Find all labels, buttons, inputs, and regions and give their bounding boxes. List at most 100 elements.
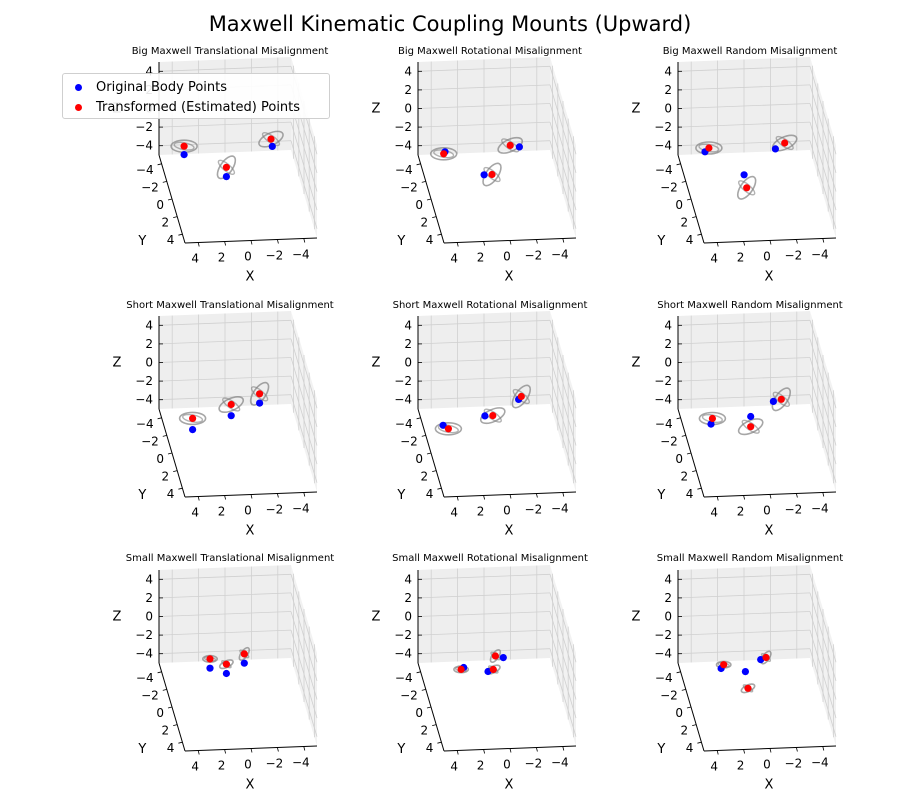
y-tick-label: 4 bbox=[426, 487, 434, 501]
x-tick bbox=[250, 494, 253, 499]
x-tick bbox=[716, 496, 719, 501]
z-tick-label: −2 bbox=[135, 120, 153, 134]
subplot-title: Big Maxwell Rotational Misalignment bbox=[398, 46, 582, 57]
x-tick bbox=[769, 240, 772, 245]
x-tick bbox=[743, 495, 745, 500]
z-tick-label: −4 bbox=[135, 139, 153, 153]
y-tick-label: 4 bbox=[167, 487, 175, 501]
y-tick-label: −2 bbox=[660, 688, 678, 702]
x-tick bbox=[769, 494, 772, 499]
legend-marker-transformed bbox=[75, 103, 82, 111]
y-tick-label: 2 bbox=[162, 470, 170, 484]
y-tick bbox=[426, 452, 432, 455]
z-tick-label: 2 bbox=[145, 337, 153, 351]
y-tick-label: −4 bbox=[136, 163, 154, 177]
grid-line bbox=[809, 611, 837, 700]
y-axis-label: Y bbox=[396, 742, 405, 757]
grid-line bbox=[549, 338, 577, 428]
grid-line bbox=[158, 611, 292, 617]
transformed-point bbox=[747, 423, 755, 431]
transformed-point bbox=[222, 660, 230, 668]
y-tick-label: 2 bbox=[421, 724, 429, 738]
y-axis-label: Y bbox=[396, 234, 405, 249]
z-tick-label: 2 bbox=[404, 83, 412, 97]
grid-line bbox=[417, 573, 551, 580]
y-tick-label: 0 bbox=[156, 452, 164, 466]
x-tick bbox=[456, 242, 459, 247]
y-tick bbox=[437, 487, 442, 490]
x-tick bbox=[536, 493, 538, 498]
z-tick-label: 0 bbox=[664, 610, 672, 624]
x-tick-label: −2 bbox=[266, 757, 284, 771]
grid-line bbox=[809, 103, 837, 192]
legend-label-original: Original Body Points bbox=[96, 79, 228, 95]
x-axis-label: X bbox=[765, 778, 774, 793]
z-tick-label: 4 bbox=[664, 64, 672, 78]
transformed-point bbox=[781, 139, 789, 147]
transformed-point bbox=[491, 652, 499, 660]
y-tick-label: 0 bbox=[675, 706, 683, 720]
transformed-point bbox=[743, 184, 751, 192]
grid-line bbox=[549, 66, 577, 155]
z-tick-label: −2 bbox=[394, 374, 412, 388]
y-axis-label: Y bbox=[137, 488, 146, 503]
y-tick bbox=[676, 671, 681, 674]
z-axis-label: Z bbox=[632, 356, 641, 371]
z-tick-label: 0 bbox=[404, 102, 412, 116]
grid-line bbox=[417, 357, 551, 363]
x-tick-label: 4 bbox=[450, 760, 458, 774]
y-tick bbox=[432, 470, 437, 472]
y-tick bbox=[676, 417, 681, 420]
z-tick-label: 0 bbox=[404, 356, 412, 370]
y-tick bbox=[421, 181, 426, 183]
x-tick bbox=[562, 238, 565, 243]
subplot-9: Small Maxwell Random Misalignment 4 2 0 −2 −4… bbox=[632, 553, 844, 793]
z-axis-label: Z bbox=[113, 610, 122, 625]
y-axis-label: Y bbox=[656, 488, 665, 503]
y-tick bbox=[173, 724, 178, 726]
x-tick bbox=[277, 747, 279, 752]
grid-line bbox=[809, 338, 837, 428]
x-tick-label: 2 bbox=[477, 759, 485, 773]
grid-line bbox=[158, 357, 292, 363]
x-tick bbox=[509, 494, 512, 499]
x-tick-label: 4 bbox=[710, 252, 718, 266]
z-tick-label: 2 bbox=[664, 337, 672, 351]
x-tick-label: −2 bbox=[266, 249, 284, 263]
subplot-title: Short Maxwell Rotational Misalignment bbox=[393, 300, 588, 311]
subplot-title: Small Maxwell Random Misalignment bbox=[657, 553, 843, 564]
y-tick bbox=[162, 435, 167, 437]
grid-line bbox=[417, 611, 551, 617]
transformed-point bbox=[444, 425, 452, 433]
y-tick bbox=[697, 487, 702, 490]
grid-line bbox=[549, 103, 577, 192]
x-tick-label: 2 bbox=[218, 505, 226, 519]
grid-line bbox=[158, 573, 292, 580]
x-axis-label: X bbox=[505, 524, 514, 539]
x-tick-label: −4 bbox=[292, 502, 310, 516]
z-tick-label: −4 bbox=[654, 647, 672, 661]
grid-line bbox=[677, 357, 811, 363]
z-tick-label: 2 bbox=[664, 591, 672, 605]
y-tick-label: −4 bbox=[136, 671, 154, 685]
y-tick bbox=[167, 706, 173, 709]
z-tick-label: −4 bbox=[654, 139, 672, 153]
y-axis-label: Y bbox=[137, 742, 146, 757]
y-tick bbox=[162, 689, 167, 691]
z-tick-label: −2 bbox=[135, 628, 153, 642]
misalignment-ellipse bbox=[178, 411, 207, 426]
x-tick-label: 0 bbox=[244, 250, 252, 264]
z-tick-label: 4 bbox=[664, 318, 672, 332]
y-tick bbox=[167, 198, 173, 201]
x-tick bbox=[224, 749, 226, 754]
z-tick-label: 2 bbox=[664, 83, 672, 97]
z-axis-label: Z bbox=[372, 102, 381, 117]
subplot-6: Short Maxwell Random Misalignment 4 2 0 −2 −4… bbox=[632, 300, 843, 539]
y-tick-label: −2 bbox=[141, 688, 159, 702]
x-tick-label: 0 bbox=[763, 504, 771, 518]
misalignment-ellipse bbox=[249, 381, 270, 406]
grid-line bbox=[417, 103, 551, 109]
grid-line bbox=[417, 338, 551, 345]
legend-item-original: Original Body Points bbox=[75, 78, 227, 96]
x-axis-label: X bbox=[505, 778, 514, 793]
